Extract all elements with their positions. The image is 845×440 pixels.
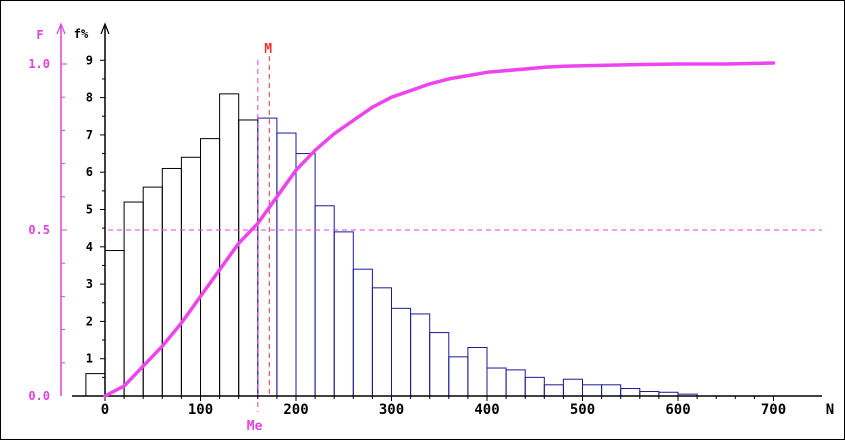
histogram-bar <box>467 347 488 397</box>
f-tick-label: 3 <box>86 277 93 291</box>
F-axis-arrow <box>56 22 66 35</box>
x-tick-label: 600 <box>665 402 690 418</box>
histogram-bar <box>620 388 641 397</box>
f-tick-label: 8 <box>86 91 93 105</box>
histogram-bar <box>601 384 622 397</box>
histogram-bar <box>295 153 316 397</box>
median-label: Me <box>247 419 263 434</box>
histogram-bar <box>161 167 182 397</box>
axes: 0 100 200 300 400 500 600 700 N 1 2 3 4 5 6 7 8 9 f% 0.0 0.5… <box>28 22 834 418</box>
histogram-bar <box>543 384 564 397</box>
histogram-bar <box>104 250 125 397</box>
histogram-bar <box>352 268 373 397</box>
histogram-bar <box>562 378 584 397</box>
histogram-bar <box>391 307 412 397</box>
histogram-bar <box>486 367 507 397</box>
histogram-bar <box>333 231 354 397</box>
F-tick-label: 1.0 <box>28 57 50 71</box>
x-tick-label: 100 <box>188 402 213 418</box>
reference-lines: Me M <box>108 42 822 434</box>
histogram-bar <box>180 156 201 397</box>
histogram-bar <box>371 287 392 397</box>
f-tick-label: 5 <box>86 203 93 217</box>
f-axis-title: f% <box>74 27 89 41</box>
histogram-bar <box>314 205 335 397</box>
histogram-bar <box>448 356 469 397</box>
F-tick-label: 0.0 <box>28 389 50 403</box>
f-tick-label: 9 <box>86 53 93 67</box>
F-tick-label: 0.5 <box>28 223 50 237</box>
histogram-bar <box>429 332 450 397</box>
F-axis-title: F <box>36 28 43 42</box>
histogram-bars <box>85 93 698 397</box>
f-tick-label: 2 <box>86 314 93 328</box>
cumulative-curve <box>103 61 776 398</box>
cumulative-line <box>103 61 776 398</box>
x-tick-label: 500 <box>570 402 595 418</box>
histogram-bar <box>582 384 603 397</box>
x-tick-label: 200 <box>283 402 308 418</box>
mean-label: M <box>264 42 272 57</box>
f-tick-label: 4 <box>86 240 93 254</box>
histogram-bar <box>257 117 278 397</box>
x-tick-label: 400 <box>474 402 499 418</box>
histogram-bar <box>524 376 545 397</box>
f-tick-label: 1 <box>86 352 93 366</box>
f-axis-arrow <box>100 22 110 35</box>
f-tick-label: 7 <box>86 128 93 142</box>
f-tick-label: 6 <box>86 165 93 179</box>
x-tick-label: 700 <box>761 402 786 418</box>
histogram-bar <box>505 369 526 397</box>
x-tick-label: 300 <box>379 402 404 418</box>
histogram-bar <box>238 119 259 397</box>
x-tick-label: 0 <box>101 402 109 418</box>
histogram-bar <box>200 138 221 397</box>
x-axis-title: N <box>826 402 834 418</box>
histogram-bar <box>410 313 431 397</box>
